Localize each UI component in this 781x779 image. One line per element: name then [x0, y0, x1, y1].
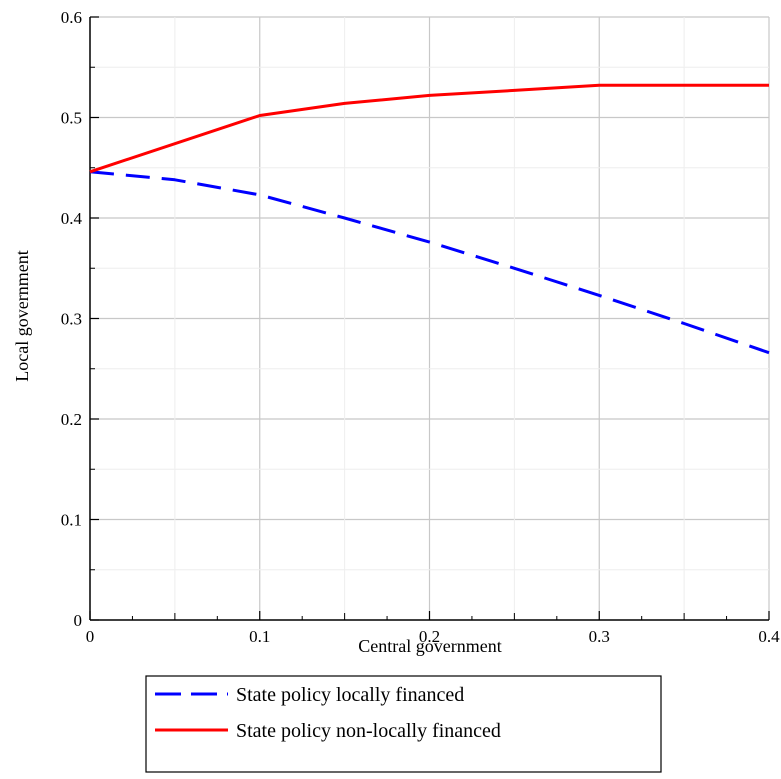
series-line-locally-financed — [89, 170, 770, 355]
y-tick-label: 0.3 — [61, 310, 82, 329]
y-tick-label: 0 — [74, 611, 83, 630]
x-tick-label: 0.1 — [249, 627, 270, 646]
y-axis-title: Local government — [12, 250, 32, 381]
legend-label-non-locally-financed: State policy non-locally financed — [236, 720, 501, 742]
tick-marks — [89, 16, 770, 621]
x-tick-label: 0.4 — [758, 627, 780, 646]
y-tick-label: 0.6 — [61, 8, 82, 27]
series-lines — [89, 83, 770, 355]
x-axis-title: Central government — [358, 636, 501, 656]
y-tick-label: 0.1 — [61, 511, 82, 530]
grid — [90, 16, 770, 620]
x-tick-labels: 0 0.1 0.2 0.3 0.4 — [86, 627, 780, 646]
y-tick-label: 0.5 — [61, 109, 82, 128]
legend-box — [145, 675, 662, 773]
x-tick-label: 0.2 — [419, 627, 440, 646]
y-tick-label: 0.2 — [61, 410, 82, 429]
x-tick-label: 0.3 — [589, 627, 610, 646]
y-tick-labels: 0 0.1 0.2 0.3 0.4 0.5 0.6 — [61, 8, 83, 630]
series-line-non-locally-financed — [89, 83, 769, 174]
x-tick-label: 0 — [86, 627, 95, 646]
y-tick-label: 0.4 — [61, 209, 83, 228]
legend-label-locally-financed: State policy locally financed — [236, 684, 464, 706]
legend: State policy locally financed State poli… — [145, 675, 662, 773]
